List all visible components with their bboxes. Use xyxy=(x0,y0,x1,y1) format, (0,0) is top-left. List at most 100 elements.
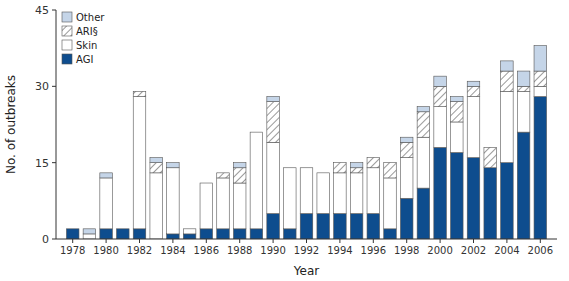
bar-segment xyxy=(400,142,413,157)
bar-segment xyxy=(183,228,196,229)
bar-segment xyxy=(150,158,163,163)
bar-segment xyxy=(183,229,196,234)
bar-segment xyxy=(233,163,246,168)
bar-segment xyxy=(350,168,363,173)
bar-segment xyxy=(350,173,363,214)
bars xyxy=(66,46,546,239)
bar-segment xyxy=(334,162,347,163)
legend-label: Other xyxy=(76,12,105,23)
bar-segment xyxy=(384,178,397,229)
bar-segment xyxy=(267,97,280,102)
bar-segment xyxy=(117,228,130,229)
x-tick xyxy=(373,239,374,243)
legend-swatch xyxy=(62,54,72,64)
bar-segment xyxy=(317,172,330,173)
x-tick xyxy=(273,239,274,243)
x-axis-label: Year xyxy=(293,264,319,278)
bar-segment xyxy=(367,157,380,158)
bar-segment xyxy=(66,229,79,239)
y-tick xyxy=(52,10,56,11)
bar-segment xyxy=(200,229,213,239)
bar-segment xyxy=(484,147,497,148)
bar-segment xyxy=(150,163,163,173)
x-tick xyxy=(206,239,207,243)
bar-segment xyxy=(133,97,146,229)
bar-segment xyxy=(451,97,464,102)
x-tick xyxy=(239,239,240,243)
bar-segment xyxy=(517,71,530,86)
legend-label: Skin xyxy=(76,40,97,51)
bar-segment xyxy=(384,229,397,239)
bar-segment xyxy=(367,168,380,214)
bar-segment xyxy=(167,163,180,168)
bar-segment xyxy=(133,91,146,96)
x-tick-label: 2004 xyxy=(494,245,519,256)
y-axis-label: No. of outbreaks xyxy=(4,75,18,174)
bar-segment xyxy=(451,122,464,153)
bar-segment xyxy=(501,61,514,71)
bar-segment xyxy=(300,214,313,239)
bar-segment xyxy=(200,183,213,229)
bar-segment xyxy=(467,158,480,239)
legend-label: AGI xyxy=(76,54,93,65)
y-tick xyxy=(52,239,56,240)
bar-segment xyxy=(517,132,530,239)
bar-segment xyxy=(434,107,447,148)
bar-segment xyxy=(167,234,180,239)
y-tick-label: 0 xyxy=(42,233,49,246)
bar-segment xyxy=(400,198,413,239)
bar-segment xyxy=(217,172,230,173)
bar-segment xyxy=(451,102,464,122)
axes: 0153045197819801982198419861988199019921… xyxy=(35,4,557,256)
bar-segment xyxy=(83,229,96,234)
chart: 0153045197819801982198419861988199019921… xyxy=(0,0,569,281)
bar-segment xyxy=(117,229,130,239)
bar-segment xyxy=(334,163,347,173)
bar-segment xyxy=(100,229,113,239)
x-tick xyxy=(106,239,107,243)
bar-segment xyxy=(167,168,180,234)
bar-segment xyxy=(267,142,280,213)
bar-segment xyxy=(417,107,430,112)
bar-segment xyxy=(384,162,397,163)
bar-segment xyxy=(250,229,263,239)
bar-segment xyxy=(200,183,213,184)
bar-segment xyxy=(334,214,347,239)
bar-segment xyxy=(267,102,280,143)
x-tick-label: 1988 xyxy=(227,245,252,256)
x-tick-label: 1984 xyxy=(160,245,185,256)
x-tick xyxy=(339,239,340,243)
bar-segment xyxy=(434,86,447,106)
bar-segment xyxy=(183,234,196,239)
bar-segment xyxy=(467,97,480,158)
legend-swatch xyxy=(62,40,72,50)
bar-segment xyxy=(300,167,313,168)
x-tick-label: 1994 xyxy=(327,245,352,256)
bar-segment xyxy=(434,76,447,86)
bar-segment xyxy=(317,172,330,173)
bar-segment xyxy=(350,214,363,239)
bar-segment xyxy=(217,178,230,229)
x-tick-label: 2000 xyxy=(427,245,452,256)
bar-segment xyxy=(300,168,313,214)
bar-segment xyxy=(233,183,246,229)
bar-segment xyxy=(100,173,113,178)
x-tick-label: 1986 xyxy=(194,245,219,256)
y-tick-label: 45 xyxy=(35,4,49,17)
bar-segment xyxy=(284,167,297,168)
bar-segment xyxy=(233,168,246,183)
x-tick-label: 1982 xyxy=(127,245,152,256)
x-tick xyxy=(506,239,507,243)
x-tick-label: 1998 xyxy=(394,245,419,256)
bar-segment xyxy=(534,71,547,86)
bar-segment xyxy=(317,173,330,214)
bar-segment xyxy=(317,214,330,239)
bar-segment xyxy=(367,158,380,168)
x-tick-label: 1996 xyxy=(361,245,386,256)
bar-segment xyxy=(66,228,79,229)
legend: OtherARI§SkinAGI xyxy=(62,12,105,65)
y-tick-label: 15 xyxy=(35,157,49,170)
x-tick-label: 1978 xyxy=(60,245,85,256)
bar-segment xyxy=(534,46,547,71)
bar-segment xyxy=(417,137,430,188)
